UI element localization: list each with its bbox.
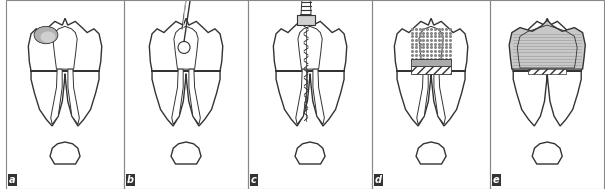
Bar bbox=[6, 0, 124, 189]
Polygon shape bbox=[417, 69, 428, 124]
Bar bbox=[124, 0, 248, 189]
Polygon shape bbox=[174, 26, 198, 69]
Polygon shape bbox=[313, 69, 324, 124]
Polygon shape bbox=[532, 142, 562, 164]
Circle shape bbox=[178, 41, 190, 53]
Text: c: c bbox=[251, 175, 257, 185]
Text: e: e bbox=[493, 175, 500, 185]
Ellipse shape bbox=[41, 31, 56, 43]
Polygon shape bbox=[295, 142, 325, 164]
Bar bbox=[528, 59, 566, 66]
Polygon shape bbox=[511, 18, 584, 126]
Polygon shape bbox=[434, 69, 445, 124]
Polygon shape bbox=[419, 26, 443, 69]
Text: b: b bbox=[127, 175, 134, 185]
Polygon shape bbox=[394, 18, 468, 126]
Bar bbox=[411, 66, 451, 74]
Polygon shape bbox=[68, 69, 79, 124]
Bar bbox=[297, 15, 315, 25]
Polygon shape bbox=[296, 69, 307, 124]
Polygon shape bbox=[171, 142, 201, 164]
Bar bbox=[411, 59, 451, 66]
Polygon shape bbox=[149, 18, 223, 126]
Bar bbox=[248, 0, 372, 189]
Text: d: d bbox=[375, 175, 382, 185]
Polygon shape bbox=[273, 18, 347, 126]
Polygon shape bbox=[509, 20, 585, 69]
Text: a: a bbox=[9, 175, 16, 185]
Polygon shape bbox=[172, 69, 183, 124]
Polygon shape bbox=[28, 18, 102, 126]
Polygon shape bbox=[298, 26, 322, 69]
Polygon shape bbox=[53, 26, 77, 69]
Bar bbox=[372, 0, 490, 189]
Bar bbox=[528, 66, 566, 74]
Polygon shape bbox=[51, 69, 62, 124]
Ellipse shape bbox=[34, 26, 58, 44]
Polygon shape bbox=[50, 142, 80, 164]
Bar bbox=[490, 0, 604, 189]
Polygon shape bbox=[416, 142, 446, 164]
Polygon shape bbox=[189, 69, 200, 124]
